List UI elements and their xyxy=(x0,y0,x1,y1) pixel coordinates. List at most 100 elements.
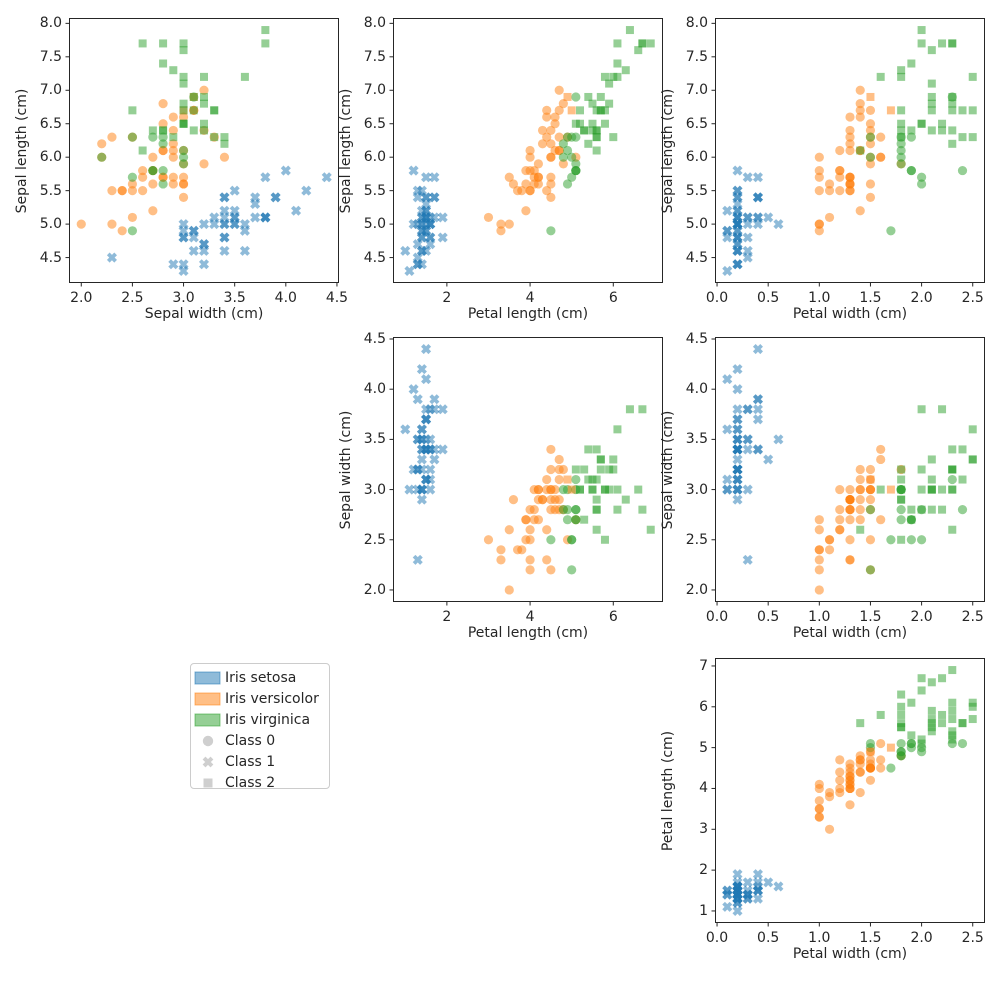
data-point xyxy=(533,515,544,525)
points-layer xyxy=(722,344,977,595)
data-point xyxy=(814,585,824,595)
data-point xyxy=(533,159,544,169)
data-point xyxy=(927,719,936,728)
data-point xyxy=(814,545,824,555)
data-point xyxy=(732,199,743,210)
data-point xyxy=(855,206,865,216)
data-point xyxy=(592,445,601,454)
y-tick-label: 8.0 xyxy=(363,15,386,32)
data-point xyxy=(127,179,138,189)
data-point xyxy=(814,804,824,814)
y-tick-label: 6.0 xyxy=(685,149,708,166)
y-tick-label: 7.5 xyxy=(39,48,62,65)
data-point xyxy=(558,505,568,515)
data-point xyxy=(605,99,614,108)
data-point xyxy=(638,505,647,514)
data-point xyxy=(752,444,763,455)
data-point xyxy=(117,226,127,236)
data-point xyxy=(917,26,926,35)
legend-swatch-icon xyxy=(194,671,221,684)
data-point xyxy=(200,126,208,135)
data-point xyxy=(529,172,539,182)
data-point xyxy=(948,735,957,744)
data-point xyxy=(567,485,576,494)
data-point xyxy=(148,179,158,189)
data-point xyxy=(897,485,906,494)
data-point xyxy=(958,719,967,728)
data-point xyxy=(229,219,240,230)
x-tick-label: 6 xyxy=(608,290,618,306)
data-point xyxy=(584,475,593,484)
data-point xyxy=(168,179,178,189)
data-point xyxy=(835,145,845,156)
data-point xyxy=(592,525,601,534)
x-axis-label: Sepal width (cm) xyxy=(144,306,264,322)
data-point xyxy=(732,245,743,256)
data-point xyxy=(907,505,916,514)
data-point xyxy=(571,465,580,474)
legend-swatch-icon xyxy=(202,756,214,767)
data-point xyxy=(897,133,906,142)
data-point xyxy=(260,212,271,223)
data-point xyxy=(546,125,556,136)
data-point xyxy=(876,152,886,162)
y-tick-label: 4.0 xyxy=(685,381,708,398)
data-point xyxy=(722,424,733,435)
y-axis-label: Petal length (cm) xyxy=(660,730,676,851)
x-tick-label: 1.0 xyxy=(808,609,831,625)
data-point xyxy=(732,384,743,395)
data-point xyxy=(845,800,855,810)
data-point xyxy=(178,259,189,270)
y-tick-label: 2.0 xyxy=(685,581,708,598)
data-point xyxy=(408,384,419,395)
data-point xyxy=(856,719,865,728)
y-tick-label: 5.0 xyxy=(685,216,708,233)
y-tick-label: 3.0 xyxy=(685,481,708,498)
data-point xyxy=(571,515,581,525)
axes-spines xyxy=(715,18,985,283)
data-point xyxy=(178,192,189,202)
y-tick-label: 4.5 xyxy=(363,331,386,347)
data-point xyxy=(876,755,886,765)
data-point xyxy=(609,72,618,81)
data-point xyxy=(189,92,198,101)
data-point xyxy=(408,165,419,176)
data-point xyxy=(158,99,168,109)
data-point xyxy=(158,179,168,189)
y-tick-label: 4.5 xyxy=(685,249,708,266)
data-point xyxy=(824,212,835,223)
data-point xyxy=(927,485,936,494)
data-point xyxy=(97,152,107,162)
data-point xyxy=(938,719,947,728)
data-point xyxy=(886,535,896,545)
data-point xyxy=(732,889,743,900)
data-point xyxy=(592,505,601,514)
x-tick-label: 4 xyxy=(525,609,535,625)
y-tick-label: 4.5 xyxy=(685,331,708,347)
data-point xyxy=(752,885,763,896)
data-point xyxy=(542,474,552,485)
data-point xyxy=(722,265,733,276)
data-point xyxy=(588,485,597,494)
axes-spines xyxy=(393,18,663,283)
data-point xyxy=(948,445,957,454)
data-point xyxy=(521,179,531,189)
data-point xyxy=(127,132,138,142)
data-point xyxy=(835,165,845,176)
data-point xyxy=(189,106,198,115)
data-point xyxy=(219,212,230,223)
data-point xyxy=(546,152,556,162)
data-point xyxy=(210,133,219,142)
data-point xyxy=(855,464,865,475)
plot-canvas-petal-width-vs-sepal-length xyxy=(711,18,985,287)
data-point xyxy=(646,39,655,48)
data-point xyxy=(148,206,158,216)
data-point xyxy=(198,245,210,256)
x-axis-label: Petal width (cm) xyxy=(792,946,908,962)
data-point xyxy=(835,525,845,535)
data-point xyxy=(580,465,589,474)
data-point xyxy=(159,126,168,135)
data-point xyxy=(571,119,580,128)
data-point xyxy=(621,495,630,504)
y-tick-label: 2 xyxy=(699,862,708,879)
